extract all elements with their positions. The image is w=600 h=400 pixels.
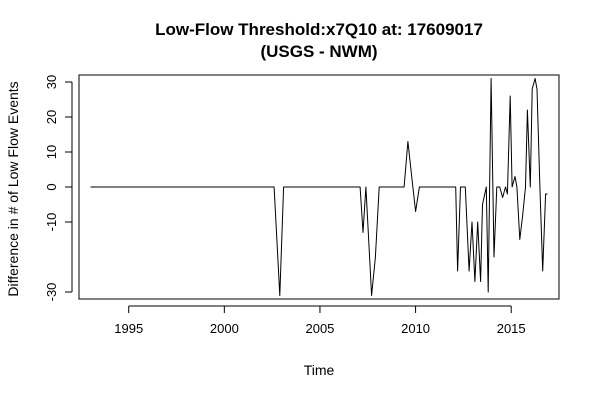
plot-frame bbox=[78, 74, 560, 300]
x-tick-label: 1995 bbox=[114, 321, 143, 336]
series-line bbox=[90, 78, 548, 296]
y-tick-label: -10 bbox=[44, 213, 59, 232]
x-tick-label: 2005 bbox=[305, 321, 334, 336]
chart-subtitle: (USGS - NWM) bbox=[260, 42, 377, 61]
chart-title: Low-Flow Threshold:x7Q10 at: 17609017 bbox=[155, 20, 483, 39]
y-tick-label: 20 bbox=[44, 110, 59, 124]
x-axis-label: Time bbox=[304, 362, 335, 378]
y-tick-label: 10 bbox=[44, 145, 59, 159]
x-tick-label: 2010 bbox=[401, 321, 430, 336]
y-tick-label: 0 bbox=[44, 183, 59, 190]
x-axis: 1995 2000 2005 2010 2015 bbox=[114, 305, 526, 336]
y-tick-label: 30 bbox=[44, 75, 59, 89]
x-tick-label: 2000 bbox=[210, 321, 239, 336]
series-layer bbox=[90, 78, 548, 296]
y-tick-label: -30 bbox=[44, 283, 59, 302]
y-axis: -30 -10 0 10 20 30 bbox=[44, 75, 73, 302]
y-axis-label: Difference in # of Low Flow Events bbox=[5, 81, 21, 296]
x-tick-label: 2015 bbox=[497, 321, 526, 336]
